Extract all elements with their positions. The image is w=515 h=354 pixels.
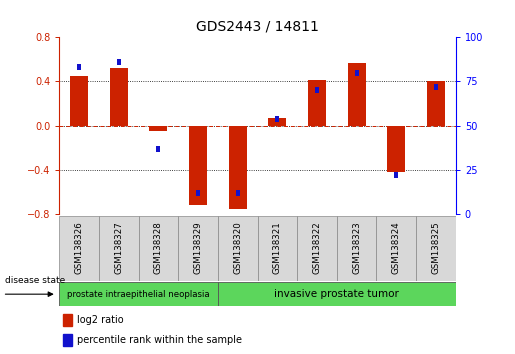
Bar — [196, 190, 200, 196]
Text: GSM138325: GSM138325 — [432, 221, 440, 274]
Text: GSM138321: GSM138321 — [273, 221, 282, 274]
FancyBboxPatch shape — [139, 216, 178, 281]
Bar — [236, 190, 239, 196]
Text: GSM138326: GSM138326 — [75, 221, 83, 274]
Bar — [149, 126, 167, 131]
Bar — [63, 314, 72, 326]
FancyBboxPatch shape — [59, 216, 99, 281]
Bar — [70, 76, 88, 126]
FancyBboxPatch shape — [337, 216, 376, 281]
Bar — [77, 64, 81, 70]
Text: invasive prostate tumor: invasive prostate tumor — [274, 289, 399, 299]
Bar — [229, 126, 247, 209]
Bar — [315, 87, 319, 93]
Bar — [110, 68, 128, 126]
FancyBboxPatch shape — [99, 216, 139, 281]
Text: GSM138322: GSM138322 — [313, 221, 321, 274]
Text: disease state: disease state — [5, 276, 65, 285]
Bar — [394, 172, 398, 178]
Bar — [276, 115, 279, 122]
Text: GSM138323: GSM138323 — [352, 221, 361, 274]
FancyBboxPatch shape — [376, 216, 416, 281]
FancyBboxPatch shape — [218, 282, 456, 306]
Text: GSM138320: GSM138320 — [233, 221, 242, 274]
Bar — [348, 63, 366, 126]
FancyBboxPatch shape — [258, 216, 297, 281]
Bar — [387, 126, 405, 172]
Text: GSM138328: GSM138328 — [154, 221, 163, 274]
Bar — [157, 145, 160, 152]
Text: percentile rank within the sample: percentile rank within the sample — [77, 335, 242, 345]
Bar — [63, 334, 72, 346]
Bar — [189, 126, 207, 205]
Bar — [117, 59, 121, 65]
Text: prostate intraepithelial neoplasia: prostate intraepithelial neoplasia — [67, 290, 210, 299]
Text: GSM138324: GSM138324 — [392, 221, 401, 274]
Text: log2 ratio: log2 ratio — [77, 315, 124, 325]
FancyBboxPatch shape — [218, 216, 258, 281]
Bar — [268, 118, 286, 126]
Bar — [434, 84, 438, 90]
Bar — [355, 69, 358, 76]
Title: GDS2443 / 14811: GDS2443 / 14811 — [196, 19, 319, 33]
Bar — [427, 81, 445, 126]
Text: GSM138327: GSM138327 — [114, 221, 123, 274]
Bar — [308, 80, 326, 126]
Text: GSM138329: GSM138329 — [194, 221, 202, 274]
FancyBboxPatch shape — [297, 216, 337, 281]
FancyBboxPatch shape — [59, 282, 218, 306]
FancyBboxPatch shape — [416, 216, 456, 281]
FancyBboxPatch shape — [178, 216, 218, 281]
